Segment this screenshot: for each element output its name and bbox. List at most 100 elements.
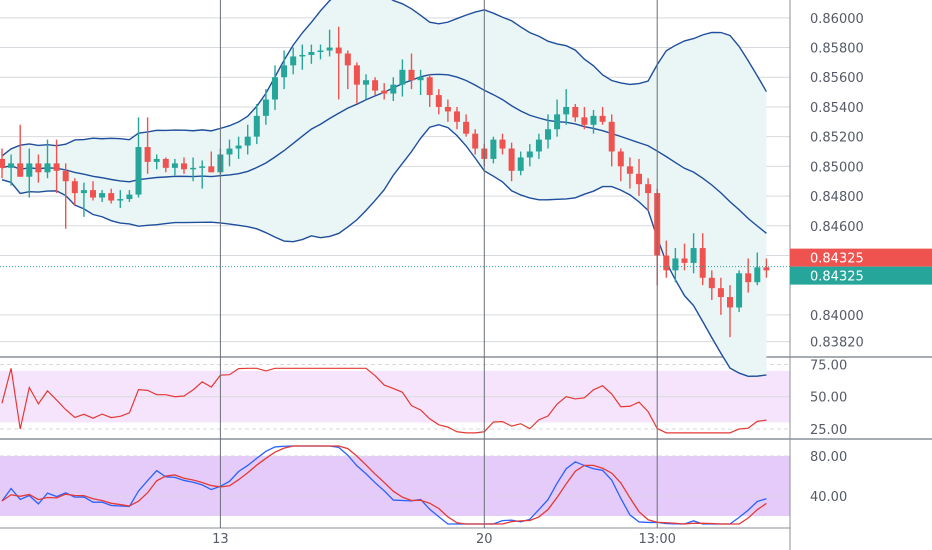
candle xyxy=(90,181,96,201)
candle xyxy=(708,270,715,301)
candle xyxy=(62,163,69,229)
candle xyxy=(26,148,33,198)
candle-body xyxy=(299,54,306,57)
stoch-band xyxy=(0,456,790,516)
candle xyxy=(517,151,524,176)
candle-body xyxy=(308,51,315,55)
candle xyxy=(171,158,178,176)
candle xyxy=(745,258,752,293)
candle xyxy=(317,44,324,60)
candle-body xyxy=(253,115,260,137)
x-tick-label: 13:00 xyxy=(638,532,675,547)
candle xyxy=(435,89,442,115)
candle xyxy=(308,44,315,64)
candle xyxy=(162,157,169,173)
candle-body xyxy=(699,248,706,278)
candle-body xyxy=(272,77,278,100)
chart-background xyxy=(0,370,790,516)
candle-body xyxy=(690,248,697,263)
candle-body xyxy=(763,267,770,271)
candle-body xyxy=(244,136,251,146)
candle-body xyxy=(399,69,406,85)
price-tick-label: 0.85600 xyxy=(810,71,864,86)
price-tag-box xyxy=(790,248,932,267)
candle-body xyxy=(80,190,87,194)
candle xyxy=(53,139,60,194)
candle xyxy=(71,178,78,205)
price-tags: 0.84325 0.84325 xyxy=(790,248,932,285)
candle-body xyxy=(681,258,688,263)
candle xyxy=(727,285,733,338)
candle-body xyxy=(62,170,69,182)
candle xyxy=(526,144,533,167)
candle xyxy=(417,69,424,96)
candle-body xyxy=(372,80,379,91)
price-tick-label: 0.84800 xyxy=(810,190,864,205)
rsi-panel xyxy=(1,367,767,434)
x-tick-label: 13 xyxy=(212,532,229,547)
candle-body xyxy=(608,121,615,152)
candle xyxy=(108,188,115,204)
candle-body xyxy=(226,148,233,155)
candle xyxy=(490,136,497,164)
candle-body xyxy=(672,258,679,271)
candle-body xyxy=(636,173,642,185)
candle xyxy=(508,142,515,182)
candle xyxy=(608,114,615,167)
candle-body xyxy=(35,163,42,173)
candle xyxy=(126,190,133,203)
candle xyxy=(344,50,351,90)
candle-body xyxy=(53,163,60,171)
candle-body xyxy=(708,277,715,289)
candle-body xyxy=(26,163,33,177)
candle xyxy=(35,154,42,183)
candle xyxy=(363,74,369,100)
candle-body xyxy=(508,148,515,171)
time-gridlines xyxy=(219,0,658,528)
candle xyxy=(699,233,706,286)
candle xyxy=(44,139,51,179)
stoch-tick-label: 80.00 xyxy=(810,450,847,465)
candle xyxy=(581,106,588,130)
bollinger-bands xyxy=(1,0,768,377)
price-tag: 0.84325 xyxy=(790,266,932,285)
candlestick-series xyxy=(0,26,790,338)
candle-body xyxy=(499,139,506,149)
candle xyxy=(472,129,479,155)
candle-body xyxy=(645,184,652,194)
candle-body xyxy=(626,166,633,174)
candle xyxy=(281,50,288,90)
candle xyxy=(272,65,278,110)
candle xyxy=(463,114,470,137)
candle-body xyxy=(153,158,160,162)
rsi-tick-label: 50.00 xyxy=(810,391,847,406)
candle-body xyxy=(444,106,451,112)
price-tick-label: 0.85800 xyxy=(810,42,864,57)
candle-body xyxy=(71,181,78,194)
price-tag: 0.84325 xyxy=(790,248,932,267)
price-axis[interactable]: 0.86000 0.85800 0.85600 0.85400 0.85200 0.850… xyxy=(810,12,864,505)
candle xyxy=(17,124,24,177)
candle xyxy=(99,190,106,203)
candle-body xyxy=(0,158,5,168)
candle xyxy=(326,29,333,57)
candle xyxy=(299,44,306,70)
stochastic-panel xyxy=(1,445,767,525)
candle-body xyxy=(181,163,187,170)
candle-body xyxy=(745,273,752,283)
candle xyxy=(181,157,187,174)
price-tick-label: 0.85000 xyxy=(810,160,864,175)
price-tag-label: 0.84325 xyxy=(810,270,864,285)
candle-body xyxy=(199,166,206,168)
candle xyxy=(736,270,743,312)
candle xyxy=(454,106,460,130)
candle-body xyxy=(144,147,151,162)
price-tag-label: 0.84325 xyxy=(810,252,864,267)
time-axis[interactable]: 13 20 13:00 xyxy=(212,532,676,547)
candle-body xyxy=(135,147,142,195)
candle xyxy=(135,117,142,198)
candle-body xyxy=(335,47,342,54)
candle-body xyxy=(463,121,470,134)
candle xyxy=(754,252,761,286)
